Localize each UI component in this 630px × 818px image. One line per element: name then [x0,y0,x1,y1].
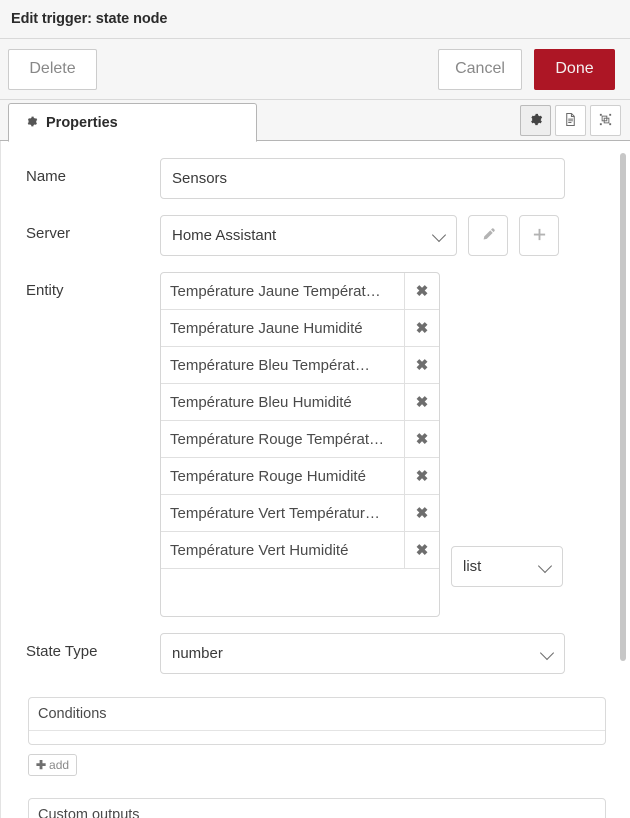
description-tool-button[interactable] [555,105,586,136]
plus-icon [532,227,547,245]
document-icon [563,112,578,130]
tab-strip: Properties [0,100,630,142]
gear-icon [25,115,38,130]
entity-output-type-wrap: list [451,272,563,587]
add-condition-label: add [49,758,70,772]
plus-icon: ✚ [35,758,47,772]
entity-row: Température Jaune Températ… ✖ [161,273,439,310]
entity-new-input[interactable] [161,569,439,616]
chevron-down-icon [431,227,447,242]
tab-properties-label: Properties [46,114,118,131]
edit-server-button[interactable] [468,215,508,256]
entity-row: Température Rouge Températ… ✖ [161,421,439,458]
entity-name[interactable]: Température Bleu Humidité [170,393,352,411]
entity-new-row [161,569,439,616]
entity-row: Température Vert Températur… ✖ [161,495,439,532]
entity-name[interactable]: Température Rouge Températ… [170,430,384,448]
entity-list: Température Jaune Températ… ✖ Température … [160,272,440,617]
close-icon[interactable]: ✖ [404,310,439,346]
server-select-value: Home Assistant [172,227,277,244]
pencil-icon [481,227,496,245]
entity-name[interactable]: Température Vert Humidité [170,541,349,559]
close-icon[interactable]: ✖ [404,273,439,309]
properties-tool-button[interactable] [520,105,551,136]
entity-name[interactable]: Température Jaune Humidité [170,319,363,337]
dialog-header: Edit trigger: state node [0,0,630,39]
panel-scrollbar-thumb[interactable] [620,153,626,661]
close-icon[interactable]: ✖ [404,384,439,420]
dialog-title: Edit trigger: state node [11,11,168,27]
entity-output-type-select[interactable]: list [451,546,563,587]
tab-tools [520,105,621,136]
close-icon[interactable]: ✖ [404,458,439,494]
row-state-type: State Type number [1,633,630,674]
cancel-button[interactable]: Cancel [438,48,522,90]
state-type-label: State Type [26,643,98,660]
name-label: Name [26,168,67,185]
entity-row: Température Rouge Humidité ✖ [161,458,439,495]
close-icon[interactable]: ✖ [404,495,439,531]
entity-label: Entity [26,282,64,299]
name-input[interactable] [160,158,565,199]
properties-panel: Name Server Home Assistant Entity [0,141,630,818]
entity-row: Température Bleu Températ… ✖ [161,347,439,384]
row-server: Server Home Assistant [1,215,630,256]
row-entity: Entity Température Jaune Températ… ✖ Tempé… [1,272,630,617]
state-type-value: number [172,645,223,662]
entity-field-group: Température Jaune Températ… ✖ Température … [160,272,563,617]
delete-button[interactable]: Delete [8,48,97,90]
entity-name[interactable]: Température Vert Températur… [170,504,380,522]
server-select[interactable]: Home Assistant [160,215,457,256]
conditions-panel: Conditions [28,697,606,745]
gear-icon [528,112,543,130]
entity-row: Température Jaune Humidité ✖ [161,310,439,347]
chevron-down-icon [539,645,555,660]
chevron-down-icon [537,558,553,573]
add-condition-button[interactable]: ✚ add [28,754,77,776]
dialog-action-bar: Delete Cancel Done [0,39,630,100]
close-icon[interactable]: ✖ [404,347,439,383]
custom-outputs-panel: Custom outputs [28,798,606,818]
conditions-title: Conditions [29,698,605,731]
entity-name[interactable]: Température Bleu Températ… [170,356,370,374]
add-server-button[interactable] [519,215,559,256]
entity-row: Température Vert Humidité ✖ [161,532,439,569]
entity-row: Température Bleu Humidité ✖ [161,384,439,421]
panel-scrollbar[interactable] [616,141,630,818]
done-button[interactable]: Done [534,48,615,90]
entity-name[interactable]: Température Rouge Humidité [170,467,366,485]
appearance-tool-button[interactable] [590,105,621,136]
server-label: Server [26,225,71,242]
appearance-icon [598,112,613,130]
custom-outputs-title: Custom outputs [29,799,605,818]
row-name: Name [1,158,630,199]
close-icon[interactable]: ✖ [404,532,439,568]
conditions-body [29,731,605,744]
entity-name[interactable]: Température Jaune Températ… [170,282,381,300]
close-icon[interactable]: ✖ [404,421,439,457]
state-type-select[interactable]: number [160,633,565,674]
entity-output-type-value: list [463,558,482,575]
tab-properties[interactable]: Properties [8,103,257,142]
